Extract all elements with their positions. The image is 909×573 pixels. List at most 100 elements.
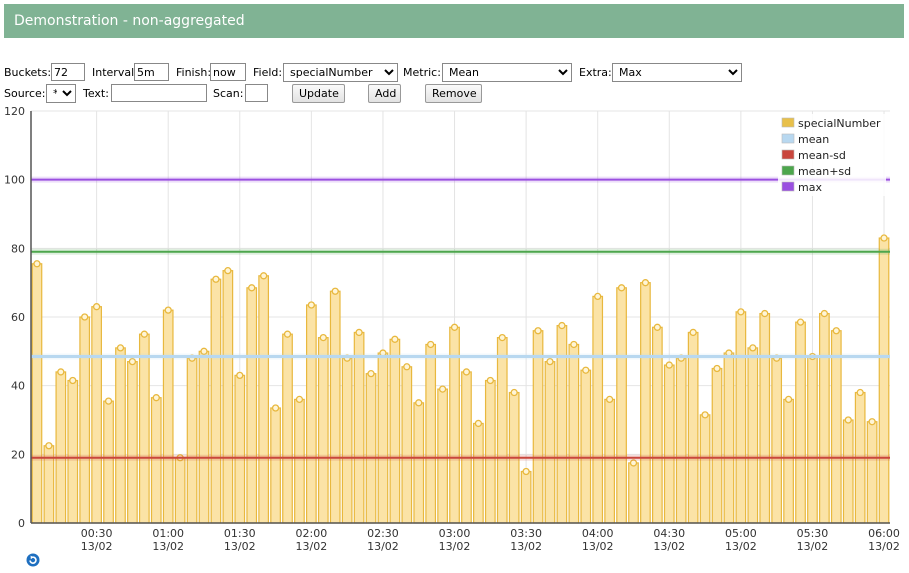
refresh-icon[interactable] (26, 553, 40, 567)
bar (365, 373, 377, 524)
bar (294, 398, 305, 524)
interval-input[interactable] (134, 63, 169, 81)
bar (91, 306, 102, 524)
y-tick-label: 0 (18, 517, 25, 530)
x-tick-date: 13/02 (152, 540, 184, 553)
legend-swatch (781, 149, 795, 160)
bar-point (57, 368, 65, 376)
x-tick-date: 13/02 (81, 540, 113, 553)
legend-label: mean (798, 133, 829, 146)
bar (711, 367, 723, 524)
bar (210, 278, 222, 524)
chart-legend: specialNumber mean mean-sd mean+sd max (778, 114, 886, 196)
bar (425, 343, 437, 524)
bar (723, 352, 735, 524)
bar (461, 371, 472, 524)
x-tick-label: 02:00 (296, 527, 328, 540)
bar (198, 350, 210, 524)
update-button[interactable]: Update (292, 84, 345, 103)
bar-point (403, 363, 411, 371)
bar (353, 331, 365, 524)
bar-point (701, 411, 709, 419)
bar-point (820, 309, 829, 318)
bar (532, 330, 544, 524)
x-tick-label: 03:00 (439, 527, 471, 540)
remove-button[interactable]: Remove (425, 84, 482, 103)
y-tick-label: 20 (11, 448, 25, 461)
x-tick-date: 13/02 (725, 540, 757, 553)
bar (306, 304, 317, 524)
bar-point (713, 364, 721, 373)
bar (317, 337, 329, 524)
bar-point (212, 275, 220, 283)
bar (222, 270, 234, 524)
bar (663, 364, 675, 524)
bar-point (224, 266, 232, 275)
chart-axes: 02040608010012000:3013/0201:0013/0201:30… (4, 105, 900, 553)
legend-label: mean-sd (798, 149, 846, 162)
bar (258, 275, 270, 524)
bar-point (629, 459, 638, 467)
legend-box (778, 114, 886, 196)
x-tick-label: 06:00 (868, 527, 900, 540)
bar-point (832, 327, 840, 335)
buckets-input[interactable] (51, 63, 85, 81)
bar (377, 352, 389, 524)
bar-point (319, 333, 327, 342)
interval-label: Interval: (92, 66, 138, 79)
legend-swatch (781, 117, 795, 128)
bar-point (81, 313, 89, 321)
bar (747, 347, 759, 524)
bar-point (307, 301, 316, 309)
bar (413, 402, 425, 524)
metric-select[interactable]: Mean (442, 63, 572, 82)
bar-point (534, 327, 542, 335)
bar-point (749, 344, 757, 352)
extra-select[interactable]: Max (612, 63, 742, 82)
bar-point (450, 323, 459, 331)
bar-point (522, 467, 530, 476)
bar-point (104, 397, 113, 405)
bar-point (164, 306, 172, 314)
bar (640, 282, 651, 524)
x-tick-label: 00:30 (81, 527, 113, 540)
bar-point (558, 321, 566, 330)
bar (174, 457, 186, 524)
x-tick-date: 13/02 (582, 540, 614, 553)
bar-point (844, 416, 852, 424)
y-tick-label: 60 (11, 311, 25, 324)
bar (55, 371, 67, 524)
bar (31, 263, 43, 524)
bar-point (391, 335, 399, 343)
bar-point (510, 388, 518, 397)
text-label: Text: (83, 87, 109, 100)
y-tick-label: 40 (11, 380, 25, 393)
bar-point (737, 308, 745, 316)
field-select[interactable]: specialNumber (283, 63, 398, 82)
bar-point (486, 376, 494, 385)
bar-point (355, 328, 363, 337)
bar-point (128, 357, 137, 366)
bar (795, 321, 806, 524)
bar-point (594, 292, 602, 301)
bar (341, 357, 353, 524)
x-tick-date: 13/02 (367, 540, 399, 553)
buckets-label: Buckets: (4, 66, 52, 79)
finish-input[interactable] (210, 63, 246, 81)
bar (830, 330, 842, 524)
x-tick-label: 03:30 (510, 527, 542, 540)
bar (628, 462, 639, 524)
bar-point (45, 442, 53, 450)
bar-point (498, 333, 506, 342)
bar (473, 422, 484, 524)
text-input[interactable] (111, 84, 207, 102)
source-select[interactable]: * (46, 84, 76, 103)
x-tick-date: 13/02 (653, 540, 685, 553)
bar-point (546, 357, 554, 366)
metric-label: Metric: (403, 66, 441, 79)
scan-input[interactable] (245, 84, 268, 102)
bar-point (248, 284, 256, 292)
x-tick-label: 01:00 (152, 527, 184, 540)
legend-label: mean+sd (798, 165, 851, 178)
add-button[interactable]: Add (368, 84, 401, 103)
